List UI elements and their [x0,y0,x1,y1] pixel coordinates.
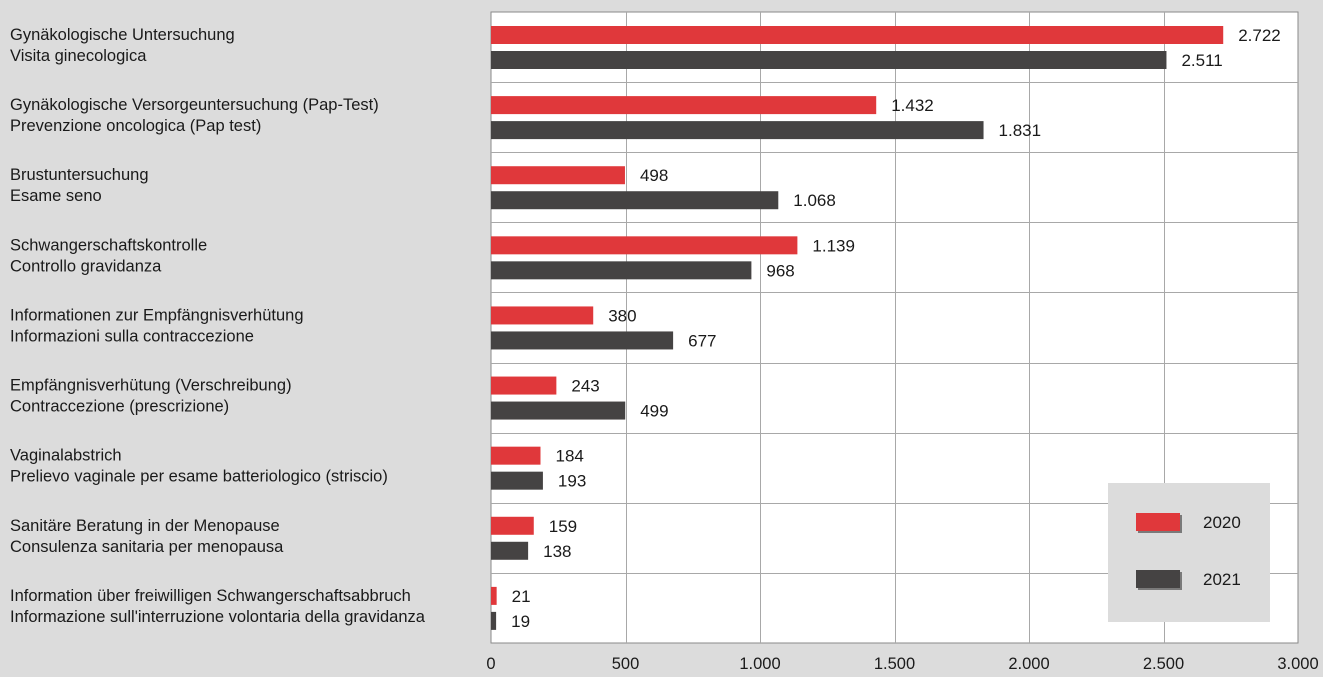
category-label: Informationen zur Empfängnisverhütung [10,306,304,324]
category-label: Visita ginecologica [10,47,147,65]
category-label: Informazione sull'interruzione volontari… [10,608,426,626]
bar-2021 [491,261,752,280]
bar-2020 [491,586,497,605]
category-label: Schwangerschaftskontrolle [10,236,207,254]
bar-2020 [491,446,541,465]
bar-2021 [491,541,529,560]
bar-value-label: 1.432 [891,96,934,115]
bar-2021 [491,471,543,490]
category-label: Informazioni sulla contraccezione [10,327,254,345]
bar-value-label: 159 [549,517,577,536]
category-label: Sanitäre Beratung in der Menopause [10,517,280,535]
category-label: Consulenza sanitaria per menopausa [10,538,284,556]
bar-value-label: 2.722 [1238,26,1281,45]
bar-2020 [491,516,534,535]
bar-value-label: 498 [640,166,668,185]
x-tick-label: 0 [486,655,495,673]
category-label: Empfängnisverhütung (Verschreibung) [10,377,292,395]
x-tick-label: 3.000 [1277,655,1318,673]
bar-value-label: 21 [512,587,531,606]
category-label: Information über freiwilligen Schwangers… [10,587,411,605]
x-tick-label: 2.000 [1008,655,1049,673]
category-label: Prelievo vaginale per esame batteriologi… [10,468,388,486]
bar-value-label: 1.068 [793,191,836,210]
bar-2020 [491,236,798,255]
bar-2021 [491,191,779,210]
category-label: Brustuntersuchung [10,166,149,184]
legend-swatch-2021 [1136,570,1180,588]
bar-2021 [491,401,626,420]
bar-value-label: 1.139 [812,236,855,255]
category-label: Esame seno [10,187,102,205]
legend-label: 2020 [1203,513,1241,532]
x-tick-label: 1.000 [739,655,780,673]
bar-2021 [491,611,497,630]
x-tick-label: 2.500 [1143,655,1184,673]
bar-2020 [491,96,877,115]
bar-2020 [491,306,594,325]
bar-2020 [491,26,1224,44]
bar-value-label: 19 [511,612,530,631]
legend-swatch-2020 [1136,513,1180,531]
legend-box [1108,483,1270,622]
bar-value-label: 184 [555,447,583,466]
category-label: Gynäkologische Untersuchung [10,26,235,44]
bar-value-label: 677 [688,331,716,350]
bar-value-label: 380 [608,306,636,325]
x-tick-label: 1.500 [874,655,915,673]
bar-value-label: 193 [558,472,586,491]
bar-2020 [491,376,557,395]
bar-value-label: 968 [766,261,794,280]
legend-label: 2021 [1203,570,1241,589]
bar-2021 [491,121,984,140]
bar-value-label: 2.511 [1181,51,1222,70]
bar-2021 [491,331,674,350]
category-label: Prevenzione oncologica (Pap test) [10,117,261,135]
bar-value-label: 1.831 [999,121,1042,140]
x-tick-label: 500 [612,655,640,673]
category-label: Controllo gravidanza [10,257,162,275]
bar-value-label: 499 [640,402,668,421]
bar-2021 [491,51,1167,69]
category-label: Vaginalabstrich [10,447,122,465]
category-label: Gynäkologische Versorgeuntersuchung (Pap… [10,96,379,114]
bar-value-label: 243 [571,377,599,396]
bar-value-label: 138 [543,542,571,561]
category-label: Contraccezione (prescrizione) [10,398,229,416]
bar-2020 [491,166,625,185]
